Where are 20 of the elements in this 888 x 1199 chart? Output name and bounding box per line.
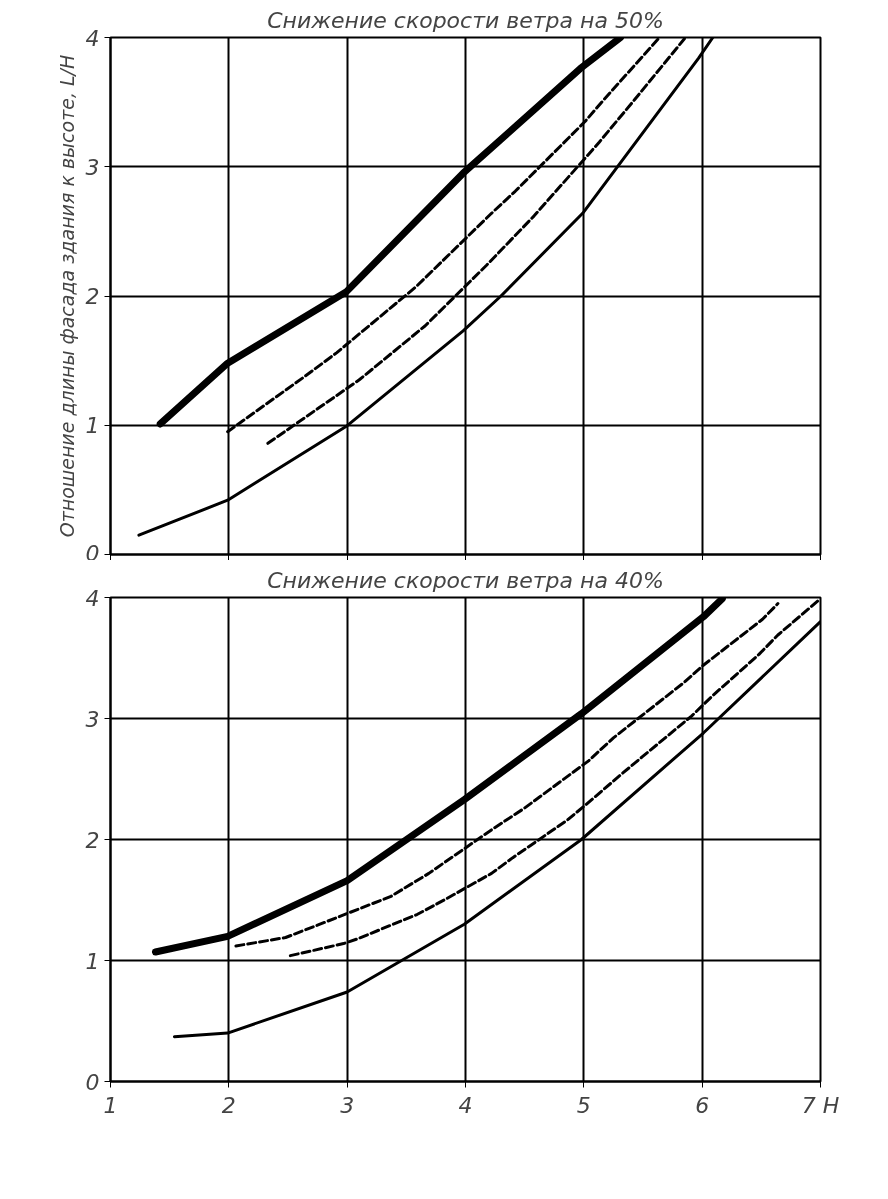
y-tick-label: 0 (85, 540, 100, 566)
chart-title: Снижение скорости ветра на 40% (267, 567, 664, 593)
x-tick-label: 7 H (801, 1092, 840, 1118)
y-tick-label: 0 (85, 1069, 100, 1095)
y-tick-label: 4 (85, 585, 100, 611)
y-tick-label: 4 (85, 25, 100, 51)
y-axis-title: Отношение длины фасада здания к высоте, L/H (55, 54, 78, 538)
x-tick-label: 3 (340, 1092, 355, 1118)
x-tick-label: 2 (221, 1092, 236, 1118)
y-tick-label: 1 (85, 948, 100, 974)
chart-title: Снижение скорости ветра на 50% (267, 7, 664, 33)
x-tick-label: 1 (103, 1092, 118, 1118)
x-tick-label: 5 (576, 1092, 591, 1118)
y-tick-label: 1 (85, 413, 100, 439)
x-tick-label: 4 (458, 1092, 473, 1118)
y-tick-label: 2 (85, 827, 100, 853)
y-tick-label: 3 (85, 154, 100, 180)
x-tick-label: 6 (695, 1092, 710, 1118)
y-tick-label: 3 (85, 706, 100, 732)
y-tick-label: 2 (85, 284, 100, 309)
